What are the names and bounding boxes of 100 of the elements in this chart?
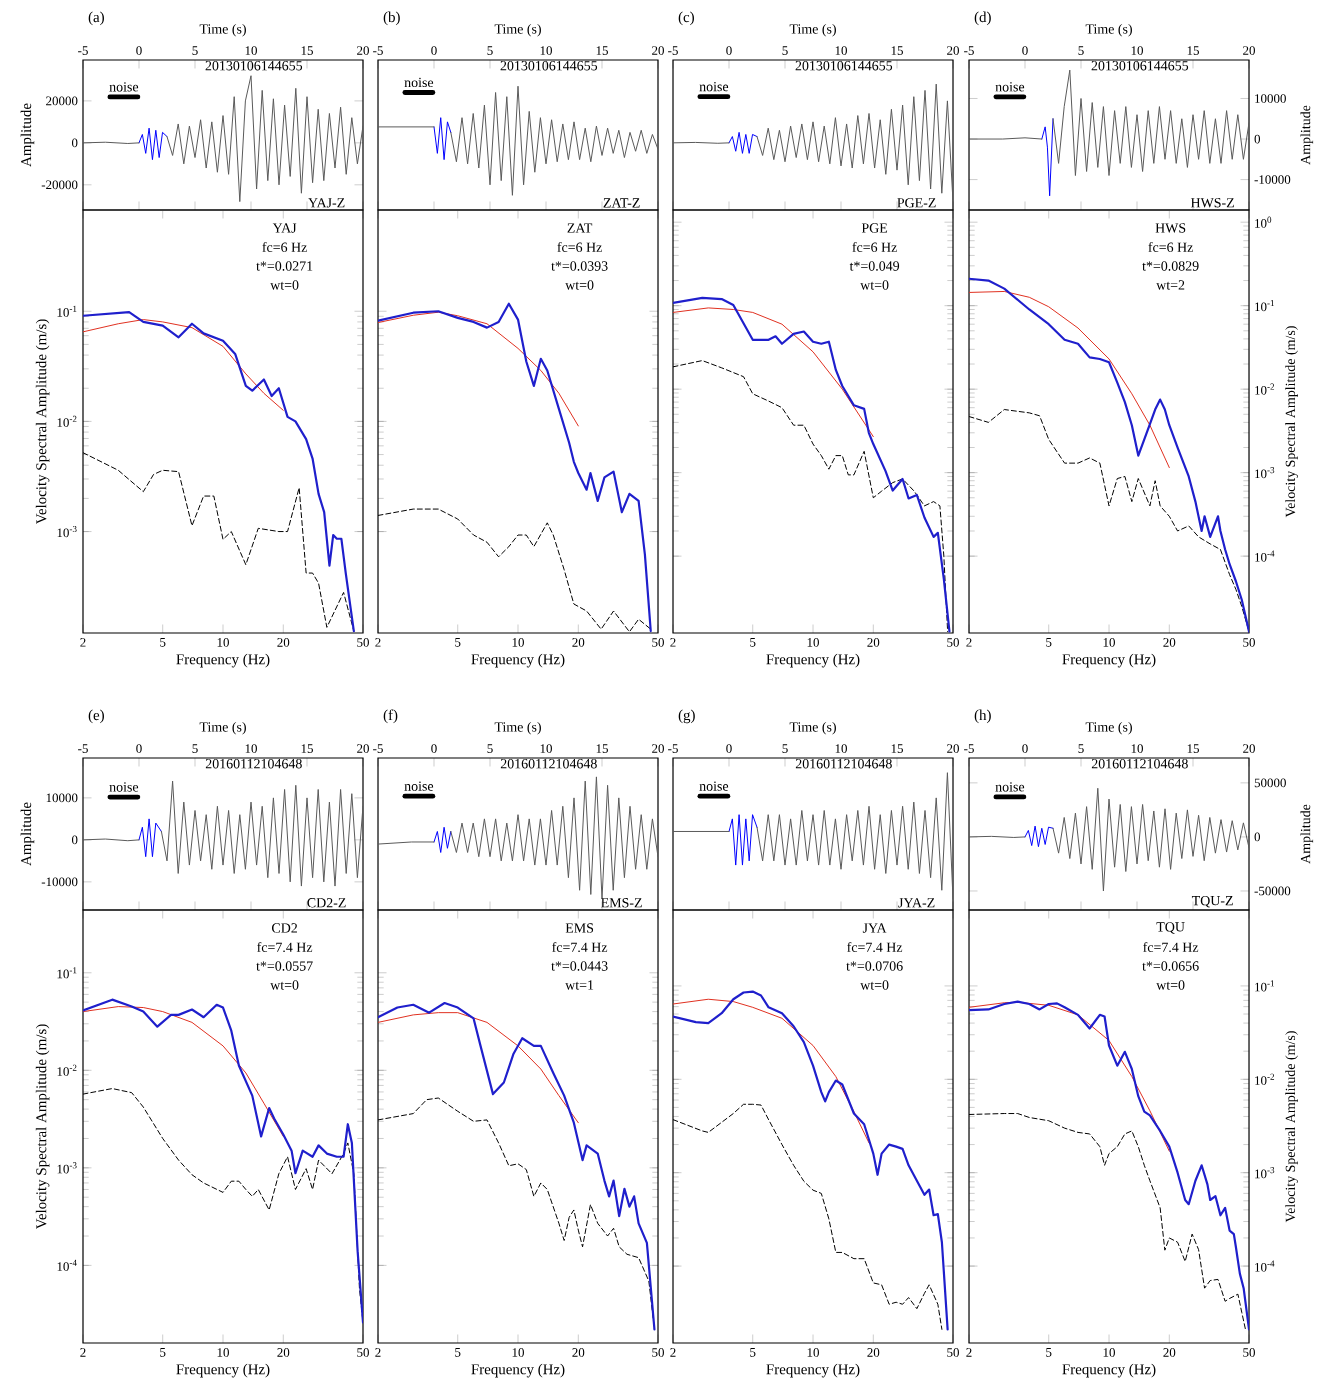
x-tick-label: 20 <box>572 638 585 647</box>
x-axis-title: Time (s) <box>789 721 836 735</box>
x-tick-label: 20 <box>277 1348 290 1357</box>
x-tick-label: -5 <box>373 744 383 753</box>
x-tick-label: 5 <box>782 744 788 753</box>
x-tick-label: 2 <box>966 1348 972 1357</box>
annotation: wt=0 <box>860 980 889 990</box>
annotation: EMS-Z <box>601 898 642 908</box>
x-tick-label: 15 <box>1187 46 1199 55</box>
annotation: ZAT-Z <box>603 198 640 208</box>
x-tick-label: 20 <box>572 1348 585 1357</box>
annotation: t*=0.0393 <box>551 261 608 271</box>
x-tick-label: 5 <box>1046 1348 1052 1357</box>
x-tick-label: -5 <box>668 46 678 55</box>
x-tick-label: 15 <box>1187 744 1199 753</box>
y-tick-label: 10$^{-4}$ <box>1255 550 1275 562</box>
x-tick-label: 15 <box>596 46 608 55</box>
series-label: noise <box>995 782 1025 792</box>
x-tick-label: 0 <box>136 46 142 55</box>
x-tick-label: 2 <box>80 638 86 647</box>
y-tick-label: 10$^{-2}$ <box>57 415 77 427</box>
annotation: PGE <box>861 223 888 233</box>
x-axis-title: Frequency (Hz) <box>766 1363 860 1378</box>
x-tick-label: 5 <box>782 46 788 55</box>
x-tick-label: 10 <box>1131 744 1143 753</box>
x-axis-title: Frequency (Hz) <box>471 1363 565 1378</box>
annotation: YAJ-Z <box>308 198 345 208</box>
x-tick-label: 20 <box>867 638 880 647</box>
x-tick-label: 5 <box>487 744 493 753</box>
y2-tick-label: -50000 <box>1254 886 1291 896</box>
annotation: 20130106144655 <box>1091 60 1189 71</box>
y-tick-label: 10$^{-2}$ <box>57 1064 77 1076</box>
y-tick-label: 10$^{-1}$ <box>57 305 77 317</box>
annotation: 20160112104648 <box>795 758 892 769</box>
x-tick-label: -5 <box>373 46 383 55</box>
annotation: JYA <box>862 923 887 933</box>
x-axis-title: Frequency (Hz) <box>176 653 270 668</box>
annotation: 20160112104648 <box>205 758 302 769</box>
y-tick-label: -20000 <box>41 180 78 190</box>
annotation: CD2-Z <box>307 898 346 908</box>
x-tick-label: 20 <box>1243 46 1255 55</box>
y-tick-label: 10000 <box>46 793 78 803</box>
x-tick-label: 50 <box>652 638 664 647</box>
x-axis-title: Frequency (Hz) <box>471 653 565 668</box>
x-tick-label: 5 <box>160 638 166 647</box>
y-tick-label: 10$^{-4}$ <box>57 1259 77 1271</box>
x-tick-label: 10 <box>217 638 229 647</box>
x-tick-label: 20 <box>1243 744 1255 753</box>
chart-title: (a) <box>88 11 104 26</box>
x-tick-label: 5 <box>455 638 461 647</box>
x-tick-label: -5 <box>964 744 974 753</box>
chart-title: (g) <box>678 709 695 724</box>
y-tick-label: 10$^{-3}$ <box>57 1162 77 1174</box>
y-tick-label: 0 <box>71 138 78 148</box>
annotation: EMS <box>565 923 594 933</box>
x-tick-label: 5 <box>1078 744 1084 753</box>
x-axis-title: Time (s) <box>494 23 541 37</box>
annotation: fc=6 Hz <box>262 242 307 252</box>
y-axis-title: Amplitude <box>20 103 35 167</box>
x-tick-label: 0 <box>1022 46 1028 55</box>
x-tick-label: 0 <box>136 744 142 753</box>
annotation: PGE-Z <box>897 198 936 208</box>
x-tick-label: 0 <box>726 46 732 55</box>
y-tick-label: 10$^{-2}$ <box>1255 1073 1275 1085</box>
y-tick-label: 10$^{-2}$ <box>1255 383 1275 395</box>
x-tick-label: -5 <box>668 744 678 753</box>
x-tick-label: 20 <box>947 46 959 55</box>
x-axis-title: Time (s) <box>199 721 246 735</box>
annotation: fc=6 Hz <box>557 242 602 252</box>
x-tick-label: 20 <box>1163 1348 1176 1357</box>
series-label: noise <box>404 781 434 791</box>
annotation: 20160112104648 <box>1091 758 1188 769</box>
y-axis-title: Velocity Spectral Amplitude (m/s) <box>1285 326 1298 518</box>
annotation: TQU-Z <box>1191 896 1233 908</box>
y-tick-label: -10000 <box>41 877 78 887</box>
annotation: fc=7.4 Hz <box>552 942 608 952</box>
x-tick-label: 5 <box>192 46 198 55</box>
x-axis-title: Frequency (Hz) <box>1062 1363 1156 1378</box>
annotation: t*=0.0557 <box>256 961 313 971</box>
x-axis-title: Frequency (Hz) <box>1062 653 1156 668</box>
x-axis-title: Time (s) <box>1085 721 1132 735</box>
x-tick-label: 15 <box>891 46 903 55</box>
x-tick-label: 50 <box>357 1348 369 1357</box>
x-tick-label: 5 <box>192 744 198 753</box>
x-tick-label: 10 <box>512 1348 524 1357</box>
annotation: wt=0 <box>270 980 299 990</box>
x-tick-label: 5 <box>1078 46 1084 55</box>
annotation: CD2 <box>271 923 297 933</box>
annotation: 20130106144655 <box>205 60 303 71</box>
x-tick-label: 50 <box>1243 638 1255 647</box>
x-tick-label: 0 <box>431 744 437 753</box>
y-axis-title: Velocity Spectral Amplitude (m/s) <box>1285 1031 1298 1223</box>
y-axis-title: Velocity Spectral Amplitude (m/s) <box>35 1024 50 1230</box>
series-label: noise <box>109 782 139 792</box>
x-tick-label: 5 <box>750 1348 756 1357</box>
annotation: fc=6 Hz <box>1148 242 1193 252</box>
annotation: fc=6 Hz <box>852 242 897 252</box>
x-tick-label: 2 <box>375 638 381 647</box>
annotation: t*=0.0829 <box>1142 261 1199 271</box>
x-tick-label: 10 <box>1131 46 1143 55</box>
